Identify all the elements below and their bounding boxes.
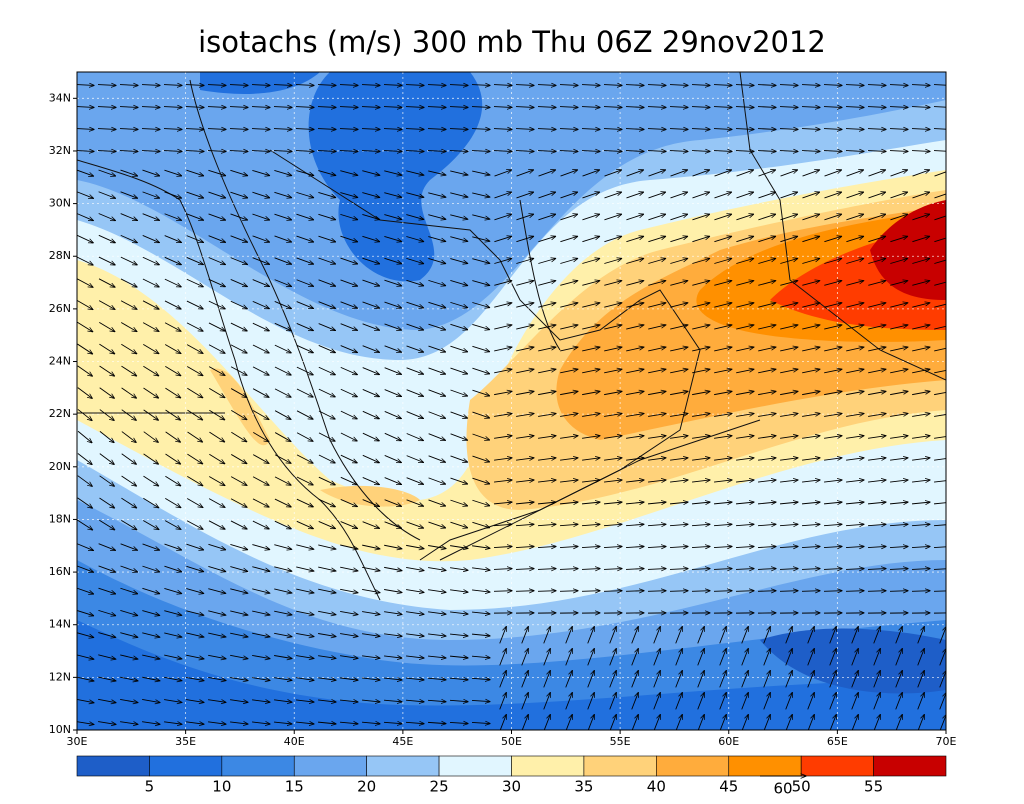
lon-tick-label: 55E [610, 735, 631, 748]
colorbar-box [874, 756, 946, 776]
wind-arrow [582, 591, 600, 592]
colorbar-label: 40 [647, 778, 666, 796]
wind-arrow [890, 591, 908, 592]
colorbar-label: 5 [145, 778, 155, 796]
lat-tick-label: 14N [49, 618, 71, 631]
wind-arrow [846, 591, 864, 592]
wind-arrow [758, 591, 776, 592]
wind-arrow [692, 591, 710, 592]
colorbar-box [149, 756, 221, 776]
lat-tick-label: 12N [49, 670, 71, 683]
lon-tick-label: 60E [718, 735, 739, 748]
lat-tick-label: 32N [49, 144, 71, 157]
lon-tick-label: 40E [284, 735, 305, 748]
lat-tick-label: 10N [49, 723, 71, 736]
lat-tick-label: 34N [49, 91, 71, 104]
lon-tick-label: 50E [501, 735, 522, 748]
colorbar-box [294, 756, 366, 776]
lat-tick-label: 24N [49, 355, 71, 368]
colorbar-label: 20 [357, 778, 376, 796]
isotach-field [76, 72, 952, 731]
colorbar-box [77, 756, 149, 776]
colorbar-box [439, 756, 511, 776]
colorbar-label: 55 [864, 778, 883, 796]
wind-arrow [670, 591, 688, 592]
lat-tick-label: 16N [49, 565, 71, 578]
lon-tick-label: 45E [392, 735, 413, 748]
wind-arrow [648, 591, 666, 592]
colorbar-label: 50 [792, 778, 811, 796]
colorbar-label: 45 [719, 778, 738, 796]
wind-arrow [714, 591, 732, 592]
lon-tick-label: 35E [175, 735, 196, 748]
lat-tick-label: 20N [49, 460, 71, 473]
wind-arrow [560, 591, 578, 592]
lat-tick-label: 18N [49, 512, 71, 525]
wind-arrow [802, 591, 820, 592]
colorbar-box [801, 756, 873, 776]
colorbar-box [367, 756, 439, 776]
wind-arrow [538, 591, 556, 592]
lat-tick-label: 28N [49, 249, 71, 262]
wind-arrow [868, 591, 886, 592]
wind-arrow [912, 591, 930, 592]
colorbar-label: 15 [285, 778, 304, 796]
colorbar-label: 35 [574, 778, 593, 796]
wind-arrow [494, 591, 512, 592]
lon-tick-label: 65E [827, 735, 848, 748]
reference-label: 60 [773, 780, 792, 798]
colorbar-box [222, 756, 294, 776]
colorbar-label: 25 [430, 778, 449, 796]
wind-arrow [780, 591, 798, 592]
lon-tick-label: 70E [936, 735, 957, 748]
wind-arrow [934, 591, 952, 592]
wind-arrow [736, 591, 754, 592]
map-title: isotachs (m/s) 300 mb Thu 06Z 29nov2012 [198, 25, 826, 59]
colorbar-box [584, 756, 656, 776]
colorbar-box [512, 756, 584, 776]
wind-arrow [824, 591, 842, 592]
colorbar-box [729, 756, 801, 776]
lat-tick-label: 30N [49, 197, 71, 210]
wind-arrow [626, 591, 644, 592]
colorbar: 5 10 15 20 25 30 35 40 45 50 55 [77, 756, 946, 796]
lon-tick-label: 30E [67, 735, 88, 748]
lat-tick-label: 22N [49, 407, 71, 420]
colorbar-label: 30 [502, 778, 521, 796]
wind-arrow [516, 591, 534, 592]
colorbar-box [656, 756, 728, 776]
colorbar-label: 10 [212, 778, 231, 796]
wind-arrow [604, 591, 622, 592]
lat-tick-label: 26N [49, 302, 71, 315]
